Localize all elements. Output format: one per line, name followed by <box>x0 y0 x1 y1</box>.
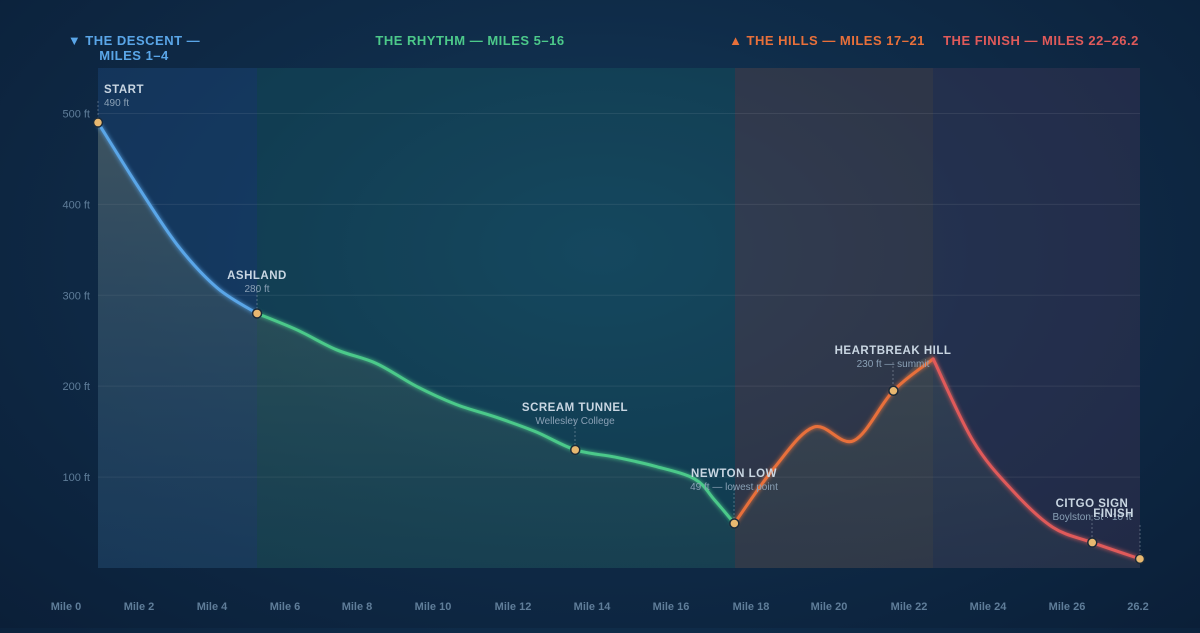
landmark-name: ASHLAND <box>227 270 287 282</box>
x-tick-label: Mile 22 <box>891 601 928 613</box>
x-tick-label: Mile 2 <box>124 601 155 613</box>
x-tick-label: Mile 12 <box>495 601 532 613</box>
landmark-note: Boylston St · 10 ft <box>1053 512 1132 523</box>
y-tick-label: 500 ft <box>62 108 90 120</box>
elevation-area <box>98 122 1140 568</box>
landmark-note: 230 ft — summit <box>857 359 930 370</box>
x-tick-label: Mile 24 <box>970 601 1008 613</box>
x-tick-label: Mile 18 <box>733 601 770 613</box>
x-tick-label: Mile 6 <box>270 601 301 613</box>
landmark-note: Wellesley College <box>535 416 615 427</box>
landmark-marker <box>251 308 263 319</box>
section-title: THE FINISH — MILES 22–26.2 <box>943 33 1139 48</box>
landmark-marker <box>1134 553 1146 565</box>
x-tick-label: Mile 16 <box>653 601 690 613</box>
landmark-marker <box>570 444 581 456</box>
x-tick-label: Mile 10 <box>415 601 452 613</box>
y-tick-label: 300 ft <box>62 290 90 302</box>
x-tick-label: Mile 4 <box>197 601 228 613</box>
landmark-name: CITGO SIGN <box>1056 498 1129 510</box>
x-tick-label: Mile 0 <box>51 601 82 613</box>
landmark-marker <box>888 385 899 396</box>
section-title: ▼ THE DESCENT — MILES 1–4 <box>68 33 200 63</box>
series-line <box>255 311 736 525</box>
y-tick-label: 100 ft <box>62 472 90 484</box>
landmark-marker <box>92 117 104 128</box>
section-title: THE RHYTHM — MILES 5–16 <box>375 33 564 48</box>
landmark-name: NEWTON LOW <box>691 468 777 480</box>
x-tick-label: Mile 14 <box>574 601 612 613</box>
y-tick-label: 200 ft <box>62 381 90 393</box>
landmark-name: HEARTBREAK HILL <box>835 345 952 357</box>
series-line <box>96 121 259 315</box>
landmark-note: 49 ft — lowest point <box>690 482 778 493</box>
landmark-marker <box>1087 537 1098 548</box>
x-tick-label: 26.2 <box>1127 601 1148 613</box>
landmark-marker <box>729 518 740 529</box>
x-tick-label: Mile 26 <box>1049 601 1086 613</box>
landmark-name: SCREAM TUNNEL <box>522 402 628 414</box>
x-tick-label: Mile 20 <box>811 601 848 613</box>
landmark-name: FINISH <box>1093 508 1134 520</box>
landmark-name: START <box>104 84 144 96</box>
section-title-line: MILES 1–4 <box>99 48 169 63</box>
section-title-line: ▼ THE DESCENT — <box>68 33 200 48</box>
x-tick-label: Mile 8 <box>342 601 373 613</box>
landmark-note: 490 ft <box>104 98 129 109</box>
section-title: ▲ THE HILLS — MILES 17–21 <box>729 33 925 48</box>
landmark-note: 280 ft <box>244 284 269 295</box>
y-tick-label: 400 ft <box>62 199 90 211</box>
